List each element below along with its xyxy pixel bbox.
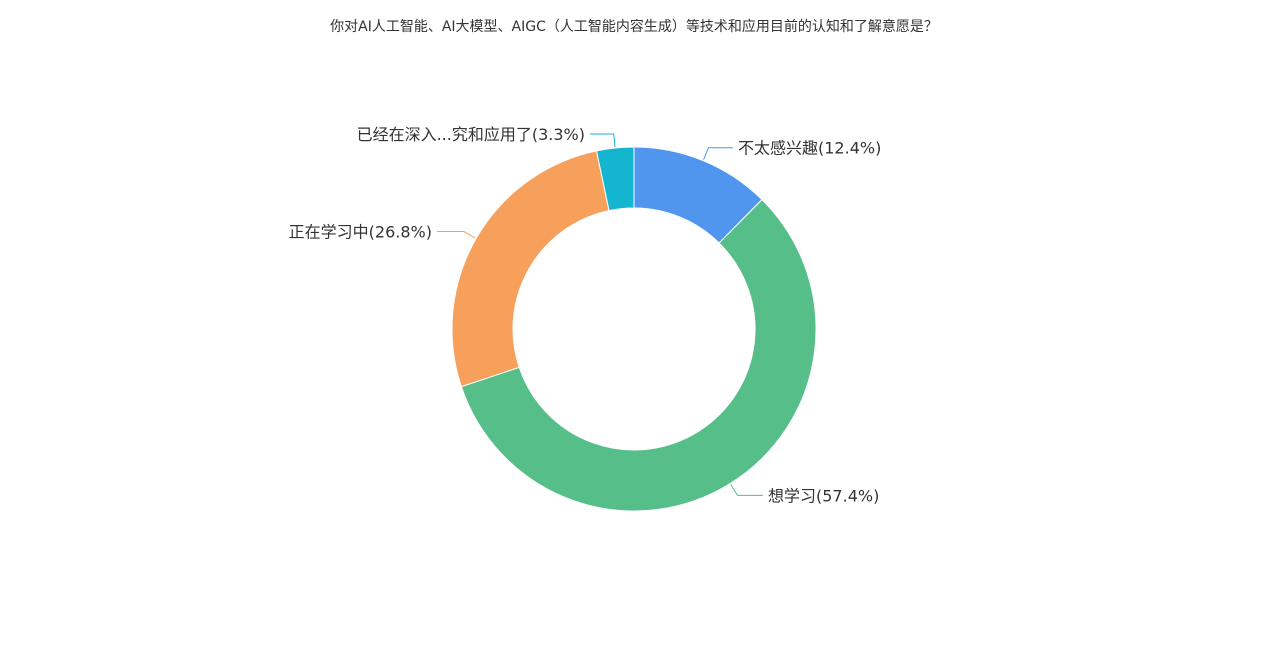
slice-3[interactable] <box>451 150 610 388</box>
slice-label-3: 正在学习中(26.8%) <box>289 223 432 242</box>
leader-lines-layer <box>437 133 763 496</box>
chart-title: 你对AI人工智能、AI大模型、AIGC（人工智能内容生成）等技术和应用目前的认知… <box>330 19 938 35</box>
slices-layer <box>451 146 817 512</box>
slice-label-2: 想学习(57.4%) <box>768 486 879 505</box>
slice-label-4: 已经在深入...究和应用了(3.3%) <box>357 125 585 144</box>
leader-line-1 <box>703 147 733 160</box>
labels-layer: 不太感兴趣(12.4%) 想学习(57.4%) 正在学习中(26.8%) 已经在深入.… <box>289 125 882 505</box>
slice-2[interactable] <box>460 198 817 512</box>
leader-line-3 <box>437 231 476 239</box>
slice-4[interactable] <box>595 146 635 212</box>
leader-line-2 <box>730 484 763 496</box>
leader-line-4 <box>590 133 616 148</box>
slice-label-1: 不太感兴趣(12.4%) <box>738 139 881 158</box>
